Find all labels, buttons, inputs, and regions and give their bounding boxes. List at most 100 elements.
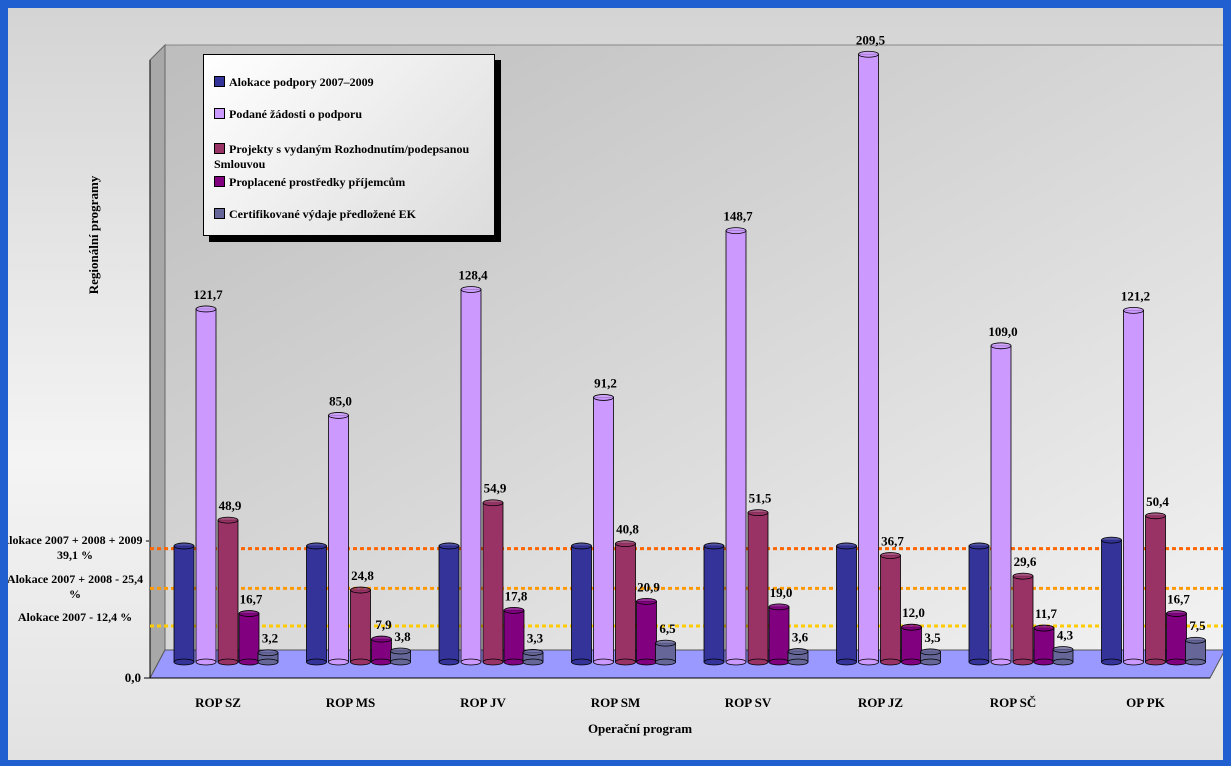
bar-top [836,542,857,550]
bar [1101,536,1122,666]
bar [460,286,482,666]
bar-bottom [901,658,922,666]
data-label: 48,9 [219,498,242,513]
reference-label: Alokace 2007 + 2008 - 25,4 % [6,572,144,602]
bar-bottom [787,658,809,666]
bar-bottom [858,658,879,666]
bar-bottom [306,658,327,666]
bar-body [901,626,922,663]
bar [747,509,769,666]
bar [1052,646,1074,666]
bar-body [703,545,725,663]
data-label: 54,9 [484,481,507,496]
bar-top [390,647,411,655]
bar [990,342,1012,666]
data-label: 51,5 [749,491,772,506]
bar-bottom [238,658,260,666]
data-label: 7,9 [375,617,392,632]
bar-body [306,545,327,663]
bar-bottom [1145,658,1166,666]
bar-top [990,342,1012,350]
bar-top [636,597,657,605]
bar-bottom [725,658,747,666]
legend-swatch [214,176,225,187]
bar [438,542,460,666]
bar-bottom [217,658,239,666]
bar [1185,636,1206,666]
legend-label: Certifikované výdaje předložené EK [229,207,416,221]
legend-label: Projekty s vydaným Rozhodnutím/podepsano… [214,142,470,171]
bar-bottom [522,658,544,666]
bar-body [990,345,1012,663]
bar-top [173,542,195,550]
legend-swatch [214,208,225,219]
bar-body [1166,613,1187,663]
bar-bottom [1185,658,1206,666]
bar-bottom [1166,658,1187,666]
data-label: 91,2 [594,375,617,390]
bar [725,227,747,666]
data-label: 3,5 [924,630,941,645]
bar-body [482,502,504,663]
bar-body [371,638,392,663]
bar-bottom [880,658,901,666]
legend-item: Alokace podpory 2007–2009 [214,75,494,90]
data-label: 40,8 [616,522,639,537]
legend-label: Proplacené prostředky příjemcům [229,175,406,189]
bar [1012,572,1034,666]
bar [920,648,941,666]
bar-body [836,545,857,663]
bar-bottom [350,658,371,666]
data-label: 85,0 [329,393,352,408]
bar [901,623,922,666]
data-label: 109,0 [988,324,1017,339]
bar-top [195,305,217,313]
x-tick-label: ROP SV [725,695,772,710]
data-label: 128,4 [458,268,488,283]
bar-top [571,542,592,550]
data-label: 6,5 [659,621,676,636]
bar-bottom [460,658,482,666]
bar-top [593,394,614,401]
data-label: 20,9 [637,579,660,594]
bar-top [1033,624,1055,632]
bar-bottom [703,658,725,666]
bar [768,603,790,666]
bar-top [858,50,879,58]
bar-bottom [593,658,614,666]
bar-body [438,545,460,663]
bar-bottom [747,658,769,666]
bar-body [503,609,525,663]
legend-swatch [214,143,225,154]
bar-bottom [503,658,525,666]
bar-bottom [615,658,636,666]
legend-swatch [214,76,225,87]
bar-top [438,542,460,550]
bar-body [636,600,657,663]
x-tick-label: OP PK [1126,695,1166,710]
bar-top [1123,307,1144,314]
bar-body [217,519,239,663]
data-label: 17,8 [505,588,528,603]
data-label: 121,2 [1121,288,1150,303]
bar-top [768,603,790,611]
bar [787,648,809,666]
data-label: 29,6 [1014,554,1037,569]
data-label: 3,3 [527,630,544,645]
legend-item: Podané žádosti o podporu [214,107,494,122]
data-label: 209,5 [856,32,886,47]
data-label: 3,8 [394,629,411,644]
bar-top [703,542,725,550]
bar-bottom [1033,658,1055,666]
bar-bottom [257,658,279,666]
bar-top [1145,512,1166,520]
x-tick-label: ROP SM [591,695,640,710]
bar-bottom [768,658,790,666]
bar-bottom [371,658,392,666]
bar [482,499,504,666]
bar-top [1012,572,1034,580]
bar-top [725,227,747,235]
bar [371,635,392,666]
bar-top [1101,536,1122,544]
